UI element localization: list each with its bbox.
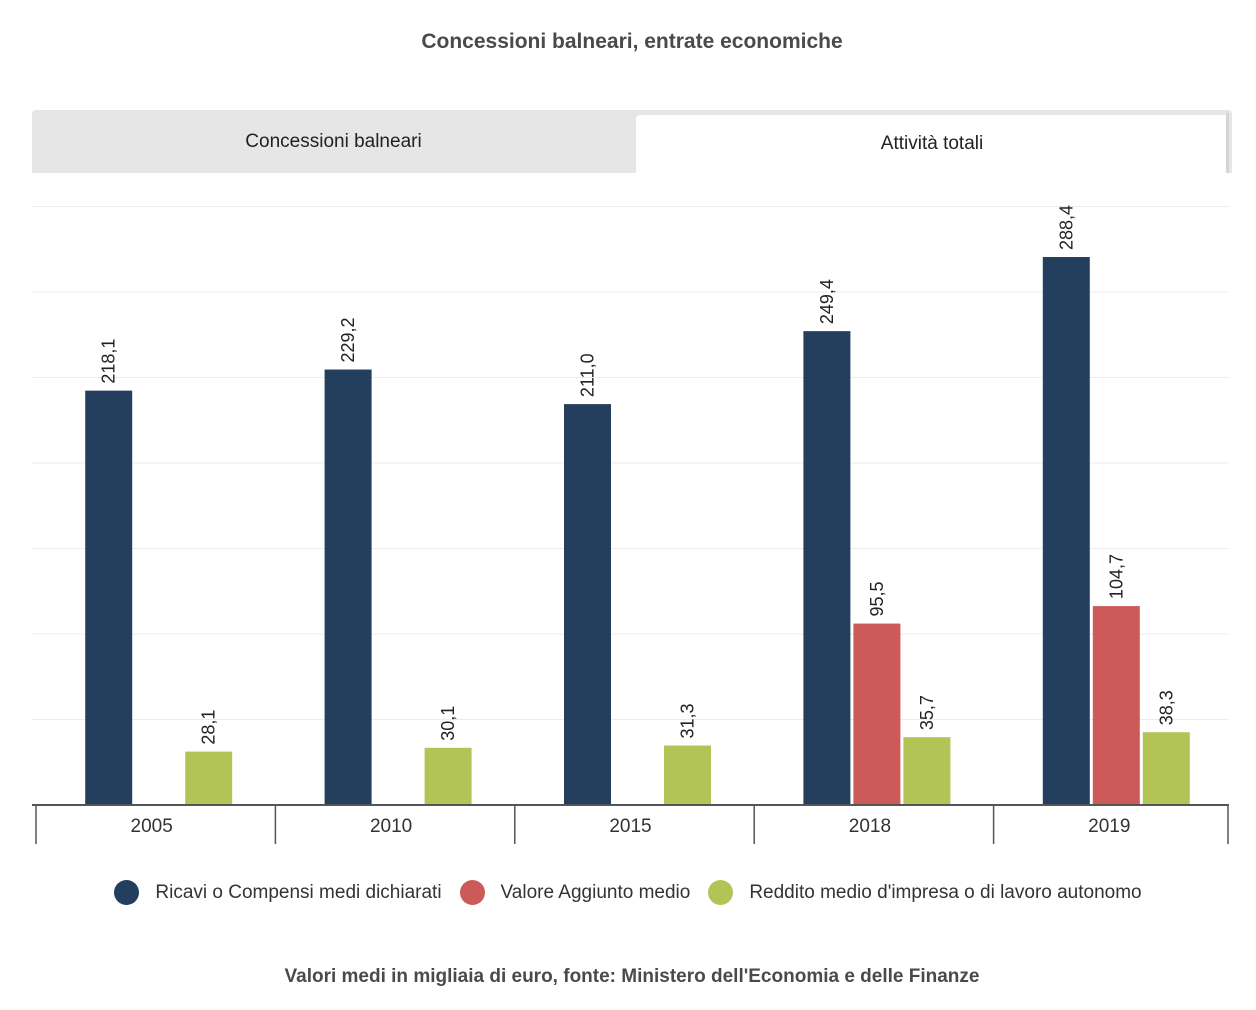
data-label: 31,3 bbox=[678, 703, 698, 738]
bar bbox=[564, 404, 611, 805]
source-note: Valori medi in migliaia di euro, fonte: … bbox=[284, 966, 980, 987]
bar bbox=[1042, 257, 1090, 805]
data-label: 104,7 bbox=[1106, 554, 1126, 599]
x-tick-label: 2005 bbox=[131, 816, 173, 837]
bar bbox=[185, 751, 233, 805]
tab-concessioni-balneari[interactable]: Concessioni balneari bbox=[245, 131, 422, 152]
data-label: 30,1 bbox=[438, 706, 458, 741]
x-tick-label: 2018 bbox=[849, 816, 891, 837]
bar bbox=[85, 390, 133, 805]
legend-item-valore-aggiunto[interactable]: Valore Aggiunto medio bbox=[459, 880, 691, 905]
legend-marker-icon bbox=[114, 880, 140, 905]
bar bbox=[803, 331, 851, 805]
x-tick-label: 2010 bbox=[370, 816, 412, 837]
bar bbox=[424, 747, 472, 805]
data-label: 35,7 bbox=[917, 695, 937, 730]
legend-marker-icon bbox=[708, 880, 734, 905]
data-label: 249,4 bbox=[817, 279, 837, 324]
legend-label: Reddito medio d'impresa o di lavoro auto… bbox=[749, 881, 1142, 903]
bar bbox=[1092, 606, 1140, 805]
tab-bar: Concessioni balneari Attività totali bbox=[32, 110, 1232, 173]
data-label: 218,1 bbox=[99, 339, 119, 384]
legend-item-reddito[interactable]: Reddito medio d'impresa o di lavoro auto… bbox=[708, 880, 1142, 905]
data-label: 211,0 bbox=[578, 353, 598, 397]
chart-title: Concessioni balneari, entrate economiche bbox=[421, 30, 843, 53]
legend-label: Valore Aggiunto medio bbox=[500, 881, 691, 903]
bar bbox=[1142, 732, 1190, 805]
legend-marker-icon bbox=[459, 880, 485, 905]
bar bbox=[664, 745, 711, 805]
tab-shadow bbox=[1226, 113, 1229, 173]
data-label: 229,2 bbox=[338, 317, 358, 362]
data-label: 95,5 bbox=[867, 582, 887, 617]
tab-attivita-totali[interactable]: Attività totali bbox=[636, 115, 1228, 173]
data-label: 288,4 bbox=[1056, 205, 1076, 250]
legend-item-ricavi[interactable]: Ricavi o Compensi medi dichiarati bbox=[114, 880, 442, 905]
x-tick-label: 2019 bbox=[1088, 816, 1130, 837]
x-tick-label: 2015 bbox=[609, 816, 651, 837]
legend: Ricavi o Compensi medi dichiarati Valore… bbox=[0, 880, 1256, 905]
bar bbox=[324, 369, 372, 805]
data-label: 28,1 bbox=[199, 710, 219, 745]
bar bbox=[853, 623, 901, 805]
data-label: 38,3 bbox=[1156, 690, 1176, 725]
bar bbox=[903, 737, 951, 805]
bar-chart: 218,1 28,1 2005 229,2 30,1 2010 211,0 31,3 2015 2… bbox=[32, 205, 1229, 844]
legend-label: Ricavi o Compensi medi dichiarati bbox=[155, 881, 442, 903]
